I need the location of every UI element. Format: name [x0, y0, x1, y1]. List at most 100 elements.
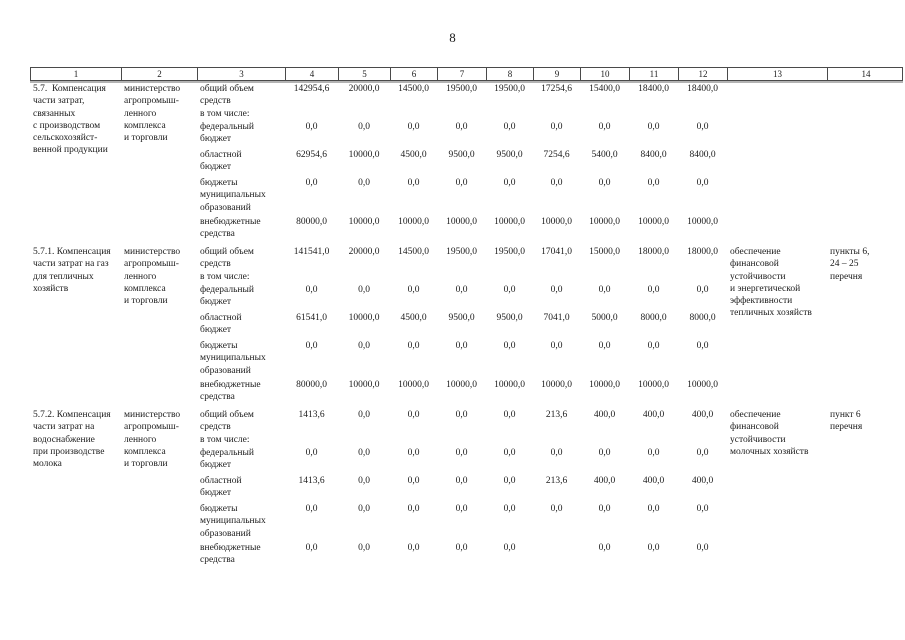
cell-value: 8000,0 [629, 312, 678, 324]
cell-value-line: 0,0 [358, 178, 370, 188]
cell-value: 0,0 [678, 447, 727, 459]
cell-value-line: 0,0 [407, 476, 420, 486]
cell-value-line: 0,0 [358, 122, 370, 132]
cell-value: 8000,0 [678, 312, 727, 324]
cell-value-line: 0,0 [305, 122, 318, 132]
cell-budget-label: в том числе: [197, 108, 285, 120]
cell-budget-label-line: средств [200, 259, 231, 270]
cell-value-line: 0,0 [407, 285, 420, 295]
cell-value-line: 0,0 [358, 504, 370, 514]
cell-executor: министерство агропромыш-ленного комплекса и… [121, 83, 197, 144]
cell-value: 9500,0 [437, 149, 486, 161]
cell-value-line: 0,0 [696, 341, 709, 351]
cell-value: 0,0 [533, 340, 580, 352]
cell-value-line: 15400,0 [589, 84, 620, 94]
cell-program-name-line: молока [33, 459, 62, 470]
cell-value: 0,0 [390, 284, 437, 296]
cell-value: 0,0 [580, 447, 629, 459]
cell-budget-label-line: федеральный [200, 285, 254, 295]
cell-budget-label-line: бюджеты [200, 504, 238, 514]
cell-budget-label-line: внебюджетные [200, 217, 261, 227]
cell-value-line: 0,0 [455, 410, 468, 420]
cell-budget-label: областной бюджет [197, 312, 285, 337]
cell-value: 0,0 [390, 542, 437, 554]
cell-budget-label-line: бюджет [200, 488, 232, 499]
cell-value-line: 0,0 [455, 543, 468, 553]
cell-value: 0,0 [285, 121, 338, 133]
cell-value: 10000,0 [678, 216, 727, 228]
cell-value: 9500,0 [437, 312, 486, 324]
cell-value-line: 0,0 [305, 285, 318, 295]
cell-budget-label-line: общий объем [200, 84, 254, 94]
cell-value: 0,0 [580, 503, 629, 515]
cell-value-line: 0,0 [696, 448, 709, 458]
cell-value: 10000,0 [580, 216, 629, 228]
cell-value: 0,0 [486, 503, 533, 515]
cell-value-line: 10000,0 [348, 313, 380, 323]
cell-value: 4500,0 [390, 149, 437, 161]
cell-value-line: 10000,0 [687, 380, 718, 390]
cell-value-line: 9500,0 [496, 313, 523, 323]
cell-value-line: 0,0 [696, 504, 709, 514]
cell-value-line: 213,6 [545, 410, 568, 420]
cell-value-line: 400,0 [691, 410, 714, 420]
cell-program-name-line: части затрат на [33, 422, 95, 433]
cell-value-line: 10000,0 [446, 217, 477, 227]
cell-value: 0,0 [338, 475, 390, 487]
cell-value: 5000,0 [580, 312, 629, 324]
cell-value: 0,0 [338, 503, 390, 515]
cell-value: 0,0 [678, 340, 727, 352]
cell-value: 0,0 [437, 177, 486, 189]
cell-value: 0,0 [437, 542, 486, 554]
cell-value: 0,0 [437, 475, 486, 487]
cell-budget-label-line: в том числе: [200, 435, 250, 445]
cell-value-line: 0,0 [358, 341, 370, 351]
cell-value: 0,0 [486, 284, 533, 296]
header-col: 7 [438, 68, 487, 80]
cell-value-line: 0,0 [358, 543, 370, 553]
cell-value: 213,6 [533, 409, 580, 421]
cell-budget-label-line: в том числе: [200, 272, 250, 282]
cell-value-line: 19500,0 [494, 84, 525, 94]
cell-executor-line: комплекса [124, 283, 166, 294]
cell-value-line: 0,0 [358, 410, 370, 420]
header-col: 4 [286, 68, 339, 80]
cell-value-line: 0,0 [550, 178, 563, 188]
cell-executor-line: ленного [124, 434, 157, 445]
cell-value-line: 9500,0 [496, 150, 523, 160]
cell-value: 18400,0 [629, 83, 678, 95]
cell-value-line: 0,0 [455, 341, 468, 351]
cell-value-line: 0,0 [647, 178, 660, 188]
cell-value-line: 10000,0 [348, 217, 380, 227]
cell-budget-label-line: областной [200, 476, 242, 486]
cell-value-line: 4500,0 [400, 313, 427, 323]
cell-value: 0,0 [486, 340, 533, 352]
cell-expected-result-line: обеспечение [730, 247, 781, 257]
cell-value: 0,0 [533, 503, 580, 515]
cell-list-ref: пункты 6, 24 – 25 перечня [827, 246, 903, 283]
cell-value-line: 0,0 [503, 341, 516, 351]
cell-value-line: 0,0 [455, 504, 468, 514]
cell-value-line: 0,0 [503, 448, 516, 458]
cell-budget-label-line: областной [200, 150, 242, 160]
cell-value-line: 0,0 [358, 285, 370, 295]
cell-value-line: 0,0 [647, 543, 660, 553]
cell-value: 14500,0 [390, 246, 437, 258]
cell-value-line: 0,0 [647, 341, 660, 351]
cell-value-line: 10000,0 [446, 380, 477, 390]
cell-program-name: 5.7. Компенсация части затрат, связанных с … [30, 83, 121, 157]
header-col: 11 [630, 68, 679, 80]
cell-value-line: 0,0 [598, 178, 611, 188]
cell-value: 0,0 [437, 503, 486, 515]
cell-value: 0,0 [678, 542, 727, 554]
cell-value: 10000,0 [533, 379, 580, 391]
cell-value: 20000,0 [338, 246, 390, 258]
cell-value-line: 8000,0 [640, 313, 667, 323]
cell-value-line: 213,6 [545, 476, 568, 486]
cell-budget-label: в том числе: [197, 271, 285, 283]
cell-value: 0,0 [629, 542, 678, 554]
cell-value-line: 0,0 [503, 504, 516, 514]
cell-budget-label-line: внебюджетные [200, 380, 261, 390]
cell-value-line: 0,0 [305, 178, 318, 188]
cell-value-line: 0,0 [503, 543, 516, 553]
